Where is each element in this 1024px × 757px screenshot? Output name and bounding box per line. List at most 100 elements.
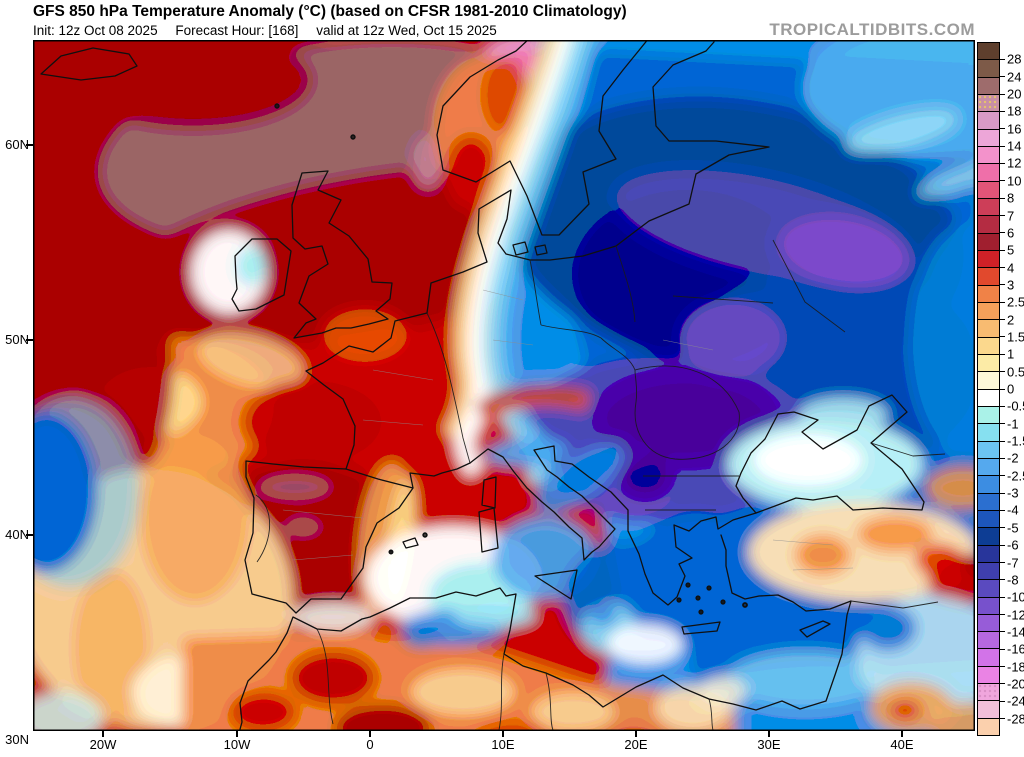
colorbar-tick [1000,441,1005,442]
lat-tick-label: 40N [0,527,29,542]
colorbar-tick-label: 10 [1007,173,1021,188]
colorbar-segment [978,146,999,163]
colorbar-tick-label: -1 [1007,416,1019,431]
colorbar-tick-label: -14 [1007,624,1024,639]
colorbar-segment [978,510,999,527]
colorbar-tick-label: 28 [1007,52,1021,67]
lat-tick-label: 50N [0,332,29,347]
colorbar-tick-label: 7 [1007,208,1014,223]
colorbar-segment [978,267,999,284]
colorbar-segment [978,77,999,94]
colorbar-tick-label: -20 [1007,676,1024,691]
colorbar-tick [1000,232,1005,233]
colorbar-tick [1000,649,1005,650]
init-time: Init: 12z Oct 08 2025 [33,23,158,38]
lat-tick-label: 30N [0,732,29,747]
page-title: GFS 850 hPa Temperature Anomaly (°C) (ba… [33,3,627,21]
colorbar-segment [978,302,999,319]
colorbar-segment [978,233,999,250]
colorbar-segment [978,614,999,631]
colorbar-tick-label: -2.5 [1007,468,1024,483]
colorbar-tick [1000,336,1005,337]
colorbar-segment [978,250,999,267]
lon-tick [502,731,504,737]
colorbar-tick-label: 3 [1007,277,1014,292]
colorbar-tick-label: 0 [1007,382,1014,397]
colorbar-segment [978,285,999,302]
colorbar-tick-label: -2 [1007,451,1019,466]
colorbar-segment [978,129,999,146]
colorbar-tick [1000,545,1005,546]
anomaly-map-svg [33,40,975,731]
temperature-colorbar [977,42,1000,736]
colorbar-segment [978,683,999,700]
colorbar-tick-label: -12 [1007,607,1024,622]
colorbar-segment [978,458,999,475]
colorbar-tick-label: -8 [1007,572,1019,587]
colorbar-tick-label: -6 [1007,538,1019,553]
colorbar-tick-label: -3 [1007,486,1019,501]
colorbar-tick-label: 2 [1007,312,1014,327]
lat-tick [26,534,33,536]
colorbar-tick-label: 6 [1007,225,1014,240]
lon-tick-label: 10E [481,737,525,752]
colorbar-segment [978,441,999,458]
colorbar-tick [1000,302,1005,303]
colorbar-tick [1000,284,1005,285]
colorbar-tick [1000,423,1005,424]
colorbar-tick [1000,493,1005,494]
lon-tick [236,731,238,737]
colorbar-tick [1000,198,1005,199]
colorbar-tick [1000,510,1005,511]
colorbar-tick [1000,128,1005,129]
lon-tick-label: 10W [215,737,259,752]
colorbar-tick-label: -10 [1007,590,1024,605]
colorbar-tick [1000,683,1005,684]
colorbar-tick [1000,527,1005,528]
colorbar-tick-label: 16 [1007,121,1021,136]
colorbar-tick [1000,354,1005,355]
colorbar-tick [1000,718,1005,719]
lon-tick [768,731,770,737]
colorbar-segment [978,545,999,562]
colorbar-segment [978,475,999,492]
colorbar-segment [978,700,999,717]
colorbar-tick [1000,59,1005,60]
colorbar-tick-label: 4 [1007,260,1014,275]
anomaly-map [33,40,975,731]
colorbar-segment [978,597,999,614]
colorbar-tick [1000,371,1005,372]
colorbar-tick-label: -4 [1007,503,1019,518]
colorbar-tick [1000,666,1005,667]
weather-map-page: GFS 850 hPa Temperature Anomaly (°C) (ba… [0,0,1024,757]
colorbar-tick-label: 1.5 [1007,329,1024,344]
colorbar-tick [1000,701,1005,702]
colorbar-tick [1000,146,1005,147]
colorbar-segment [978,163,999,180]
colorbar-tick [1000,215,1005,216]
lon-tick-label: 0 [348,737,392,752]
lon-tick-label: 20W [81,737,125,752]
colorbar-tick [1000,180,1005,181]
colorbar-tick [1000,475,1005,476]
colorbar-tick-label: 0.5 [1007,364,1024,379]
colorbar-tick-label: -0.5 [1007,399,1024,414]
colorbar-segment [978,562,999,579]
colorbar-tick-label: 5 [1007,243,1014,258]
colorbar-segment [978,111,999,128]
colorbar-tick-label: 1 [1007,347,1014,362]
colorbar-tick-label: -7 [1007,555,1019,570]
colorbar-tick [1000,631,1005,632]
colorbar-segment [978,389,999,406]
colorbar-segment [978,371,999,388]
colorbar-segment [978,215,999,232]
colorbar-tick [1000,389,1005,390]
lon-tick-label: 20E [614,737,658,752]
colorbar-tick [1000,111,1005,112]
colorbar-segment [978,43,999,59]
colorbar-tick [1000,267,1005,268]
colorbar-segment [978,666,999,683]
colorbar-tick-label: 2.5 [1007,295,1024,310]
lon-tick [635,731,637,737]
colorbar-tick-label: -5 [1007,520,1019,535]
